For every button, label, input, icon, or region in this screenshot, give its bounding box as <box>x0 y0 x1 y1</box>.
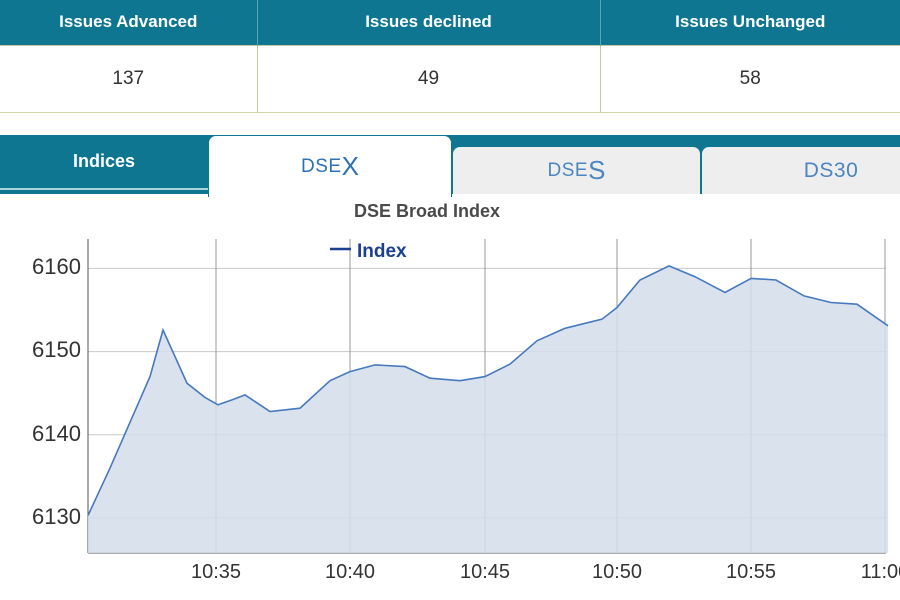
svg-text:10:50: 10:50 <box>592 561 642 583</box>
svg-text:Index: Index <box>357 241 407 262</box>
svg-text:6140: 6140 <box>32 421 81 446</box>
svg-text:10:45: 10:45 <box>460 561 510 583</box>
svg-text:10:35: 10:35 <box>191 561 241 583</box>
svg-text:11:00: 11:00 <box>861 561 900 583</box>
svg-text:6130: 6130 <box>32 504 81 529</box>
svg-text:6160: 6160 <box>32 254 81 279</box>
svg-text:10:55: 10:55 <box>726 561 776 583</box>
svg-text:10:40: 10:40 <box>325 561 375 583</box>
svg-text:6150: 6150 <box>32 337 81 362</box>
